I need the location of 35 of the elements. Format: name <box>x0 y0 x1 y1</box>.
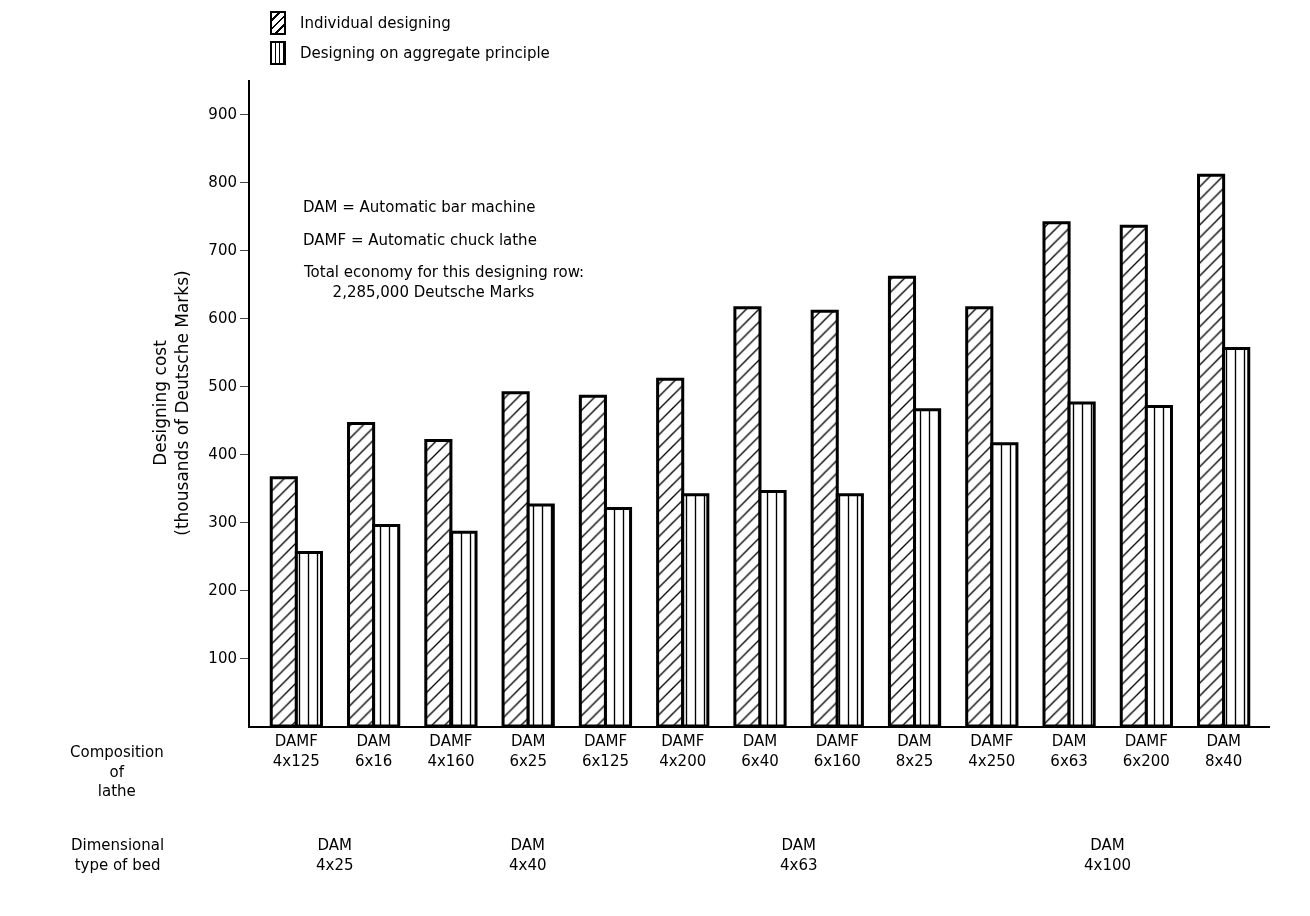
text: DAM 4x25 <box>316 836 354 874</box>
x-tick-label: DAMF 4x250 <box>968 732 1016 770</box>
y-tick-label: 900 <box>208 105 237 124</box>
y-tick-label: 400 <box>208 445 237 464</box>
y-tick-label: 300 <box>208 513 237 532</box>
annotation: DAM = Automatic bar machine <box>303 198 536 216</box>
x-tick-label: DAMF 6x160 <box>813 732 861 770</box>
legend: Individual designing Designing on aggregate principle <box>270 8 550 68</box>
annotation: DAMF = Automatic chuck lathe <box>303 231 537 249</box>
x-tick-label: DAMF 4x125 <box>272 732 320 770</box>
legend-label: Designing on aggregate principle <box>300 44 550 62</box>
x-tick-label: DAMF 6x200 <box>1122 732 1170 770</box>
x-tick-label: DAMF 6x125 <box>581 732 629 770</box>
x-tick-label: DAM 6x63 <box>1050 732 1088 770</box>
text: Dimensional type of bed <box>71 836 165 874</box>
x-tick-label: DAM 6x40 <box>741 732 779 770</box>
x-tick-label: DAMF 4x200 <box>659 732 707 770</box>
y-tick-label: 100 <box>208 649 237 668</box>
y-tick-label: 500 <box>208 377 237 396</box>
y-tick-label: 700 <box>208 241 237 260</box>
text: DAM 4x63 <box>780 836 818 874</box>
annotation: Total economy for this designing row: 2,285,000 Deutsche Marks <box>303 263 585 301</box>
y-tick-label: 200 <box>208 581 237 600</box>
x-tick-label: DAM 8x40 <box>1204 732 1243 770</box>
y-tick-label: 800 <box>208 173 237 192</box>
x-tick-label: DAM 8x25 <box>895 732 934 770</box>
text: Composition of lathe <box>70 743 164 800</box>
y-axis-title: Designing cost (thousands of Deutsche Marks) <box>150 270 193 536</box>
x-tick-label: DAMF 4x160 <box>427 732 475 770</box>
legend-label: Individual designing <box>300 14 451 32</box>
text: DAM 4x100 <box>1084 836 1132 874</box>
x-tick-label: DAM 6x25 <box>509 732 547 770</box>
x-tick-label: DAM 6x16 <box>354 732 393 770</box>
text: DAM 4x40 <box>509 836 547 874</box>
y-tick-label: 600 <box>208 309 237 328</box>
